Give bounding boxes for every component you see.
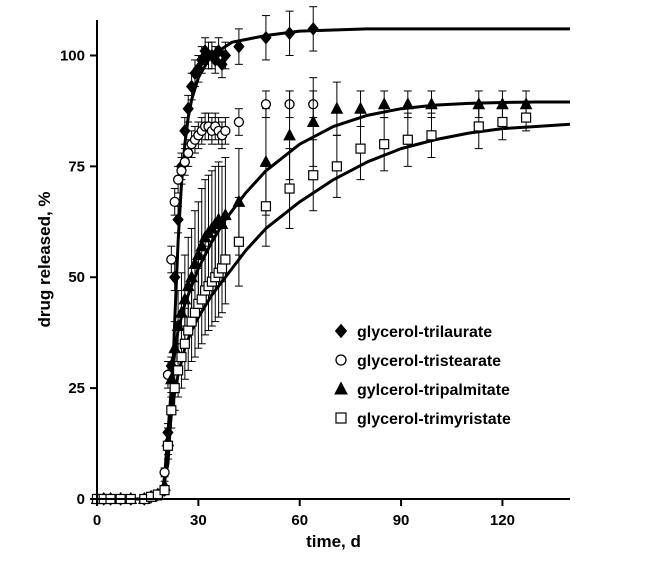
data-point	[185, 79, 198, 94]
data-point	[401, 97, 415, 110]
data-point	[283, 128, 296, 141]
y-tick-label: 75	[68, 158, 85, 175]
legend-label-3: glycerol-trimyristate	[357, 411, 511, 428]
legend-marker-1	[335, 354, 347, 366]
data-point	[283, 26, 296, 41]
data-point	[169, 196, 180, 207]
data-point	[175, 305, 188, 318]
data-point	[195, 239, 209, 252]
x-tick-label: 90	[393, 512, 410, 529]
data-point	[306, 114, 320, 128]
data-point	[216, 57, 228, 72]
data-point	[168, 341, 182, 354]
data-point	[233, 116, 245, 128]
data-point	[183, 325, 194, 336]
x-tick-label: 120	[490, 512, 515, 529]
data-point	[176, 165, 187, 176]
x-tick-label: 0	[93, 512, 101, 529]
legend-marker-0	[334, 323, 348, 339]
legend-marker-3	[335, 412, 347, 424]
data-point	[354, 101, 367, 114]
series-2	[90, 77, 533, 504]
legend-label-1: glycerol-tristearate	[357, 353, 501, 370]
axes: 0 30 60 90 120 0 25 50 75 100 time, d drug relea…	[35, 20, 570, 551]
data-point	[331, 161, 342, 172]
y-tick-label: 100	[60, 47, 85, 64]
data-point	[307, 22, 319, 36]
data-point	[260, 99, 272, 110]
data-point	[196, 294, 207, 305]
x-axis-title: time, d	[306, 532, 361, 551]
data-point	[497, 116, 508, 128]
data-point	[520, 112, 532, 123]
data-point	[189, 307, 201, 318]
legend-marker-2	[334, 381, 348, 395]
data-point	[186, 316, 197, 327]
data-point	[183, 147, 194, 159]
y-tick-label: 25	[68, 380, 85, 397]
data-point	[166, 405, 177, 416]
x-axis-ticks: 0 30 60 90 120	[93, 499, 515, 529]
data-point	[179, 156, 190, 168]
data-point	[379, 139, 390, 150]
data-point	[377, 97, 391, 110]
data-point	[355, 143, 366, 154]
data-point	[159, 467, 170, 478]
data-point	[182, 101, 194, 116]
x-tick-label: 60	[291, 512, 308, 529]
data-point	[216, 263, 228, 274]
data-point	[179, 124, 191, 138]
data-point	[192, 62, 205, 76]
series-3	[91, 103, 532, 505]
data-point	[169, 383, 180, 394]
legend: glycerol-trilaurate glycerol-tristearate g…	[334, 323, 511, 428]
data-point	[473, 121, 484, 132]
data-point	[178, 292, 192, 305]
data-point	[169, 270, 181, 285]
data-point	[172, 212, 184, 227]
data-point	[402, 134, 413, 145]
data-point	[162, 440, 174, 451]
y-tick-label: 50	[68, 269, 85, 286]
y-axis-title: drug released, %	[35, 191, 54, 327]
data-point	[172, 174, 184, 185]
data-point	[233, 39, 245, 54]
data-point	[330, 101, 344, 114]
legend-label-0: glycerol-trilaurate	[357, 324, 492, 341]
data-point	[260, 201, 272, 212]
data-point	[233, 236, 244, 247]
data-point	[220, 254, 231, 265]
x-tick-label: 30	[190, 512, 207, 529]
data-point	[219, 48, 232, 63]
data-point	[176, 351, 187, 363]
y-axis-ticks: 0 25 50 75 100	[60, 47, 97, 508]
legend-label-2: gylcerol-tripalmitate	[357, 382, 510, 399]
data-point	[308, 170, 319, 181]
plot-area	[90, 6, 571, 506]
data-point	[260, 30, 272, 45]
data-point	[426, 130, 437, 141]
data-point	[179, 338, 190, 349]
data-point	[220, 125, 231, 137]
data-point	[172, 365, 184, 376]
data-point	[284, 183, 295, 194]
data-point	[166, 254, 177, 265]
data-point	[171, 318, 185, 332]
data-point	[425, 97, 438, 110]
data-point	[159, 485, 170, 496]
y-tick-label: 0	[77, 491, 85, 508]
data-point	[259, 154, 273, 167]
